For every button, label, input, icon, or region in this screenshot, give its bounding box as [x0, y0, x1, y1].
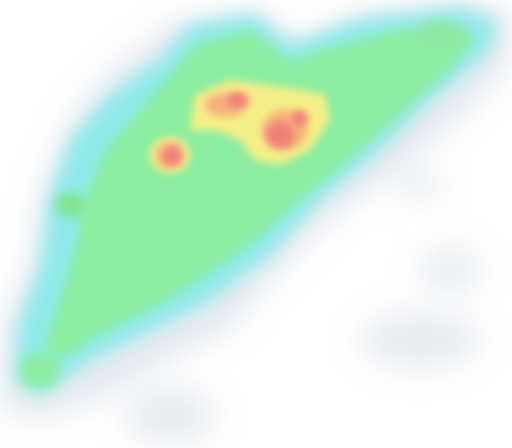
heat-layer-green [20, 20, 475, 388]
heat-layer-red [163, 92, 308, 165]
